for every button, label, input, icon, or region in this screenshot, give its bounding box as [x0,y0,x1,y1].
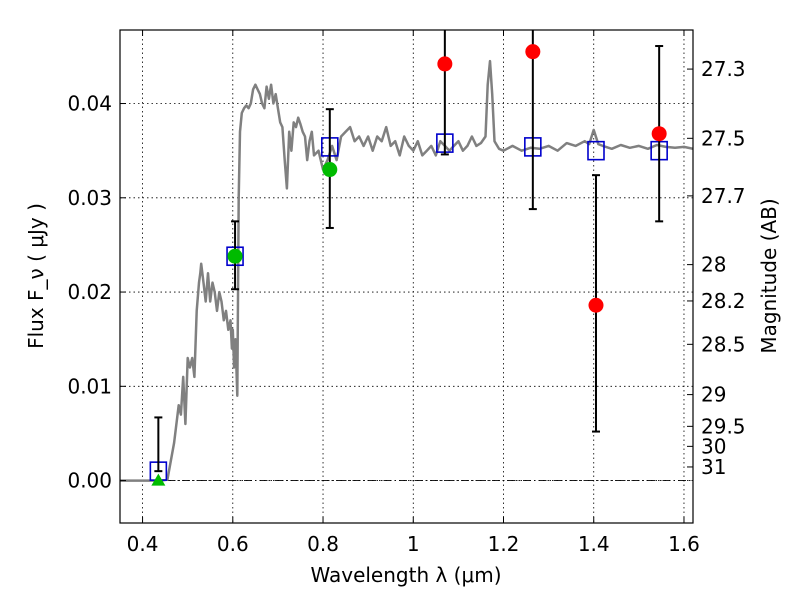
observed-flux-green-point [227,248,243,264]
x-tick-label: 1.4 [578,532,610,556]
right-axis-tick-label: 30 [701,434,726,458]
right-axis-tick-label: 28.5 [701,332,746,356]
y-tick-label: 0.00 [67,469,112,493]
axis-ticks [120,30,693,523]
right-axis-tick-label: 27.5 [701,126,746,150]
observed-flux-red-point [588,297,604,313]
observed-flux-green-point [322,162,338,178]
model-flux-square [587,140,605,161]
right-axis-tick-label: 28 [701,253,726,277]
right-axis-tick-label: 27.3 [701,57,746,81]
plot-area [120,30,693,486]
x-tick-label: 1.2 [488,532,520,556]
x-tick-label: 0.6 [217,532,249,556]
right-axis-tick-label: 27.7 [701,184,746,208]
grid-lines [120,30,693,523]
right-axis-tick-label: 29 [701,383,726,407]
x-tick-label: 1.6 [668,532,700,556]
right-axis-label: Magnitude (AB) [757,198,781,353]
y-axis-label: Flux F_ν ( μJy ) [24,203,48,349]
upper-limit-triangle [151,473,166,486]
x-tick-label: 0.4 [127,532,159,556]
observed-flux-red-point [525,44,541,60]
tick-labels: 0.4 0.6 0.8 1 1.2 1.4 1.6 0.00 0.01 0.02 0.03 0.04 2… [67,57,745,556]
x-axis-label: Wavelength λ (μm) [310,563,501,587]
x-tick-label: 1 [407,532,420,556]
observed-flux-red-point [651,126,667,142]
plot-frame [119,29,694,524]
y-tick-label: 0.04 [67,92,112,116]
right-axis-tick-label: 29.5 [701,414,746,438]
model-spectrum-line [120,59,693,482]
y-tick-label: 0.02 [67,280,112,304]
observed-flux-red-point [437,56,453,72]
y-tick-label: 0.03 [67,186,112,210]
right-axis-tick-label: 31 [701,455,726,479]
x-tick-label: 0.8 [307,532,339,556]
y-tick-label: 0.01 [67,374,112,398]
right-axis-tick-label: 28.2 [701,289,746,313]
